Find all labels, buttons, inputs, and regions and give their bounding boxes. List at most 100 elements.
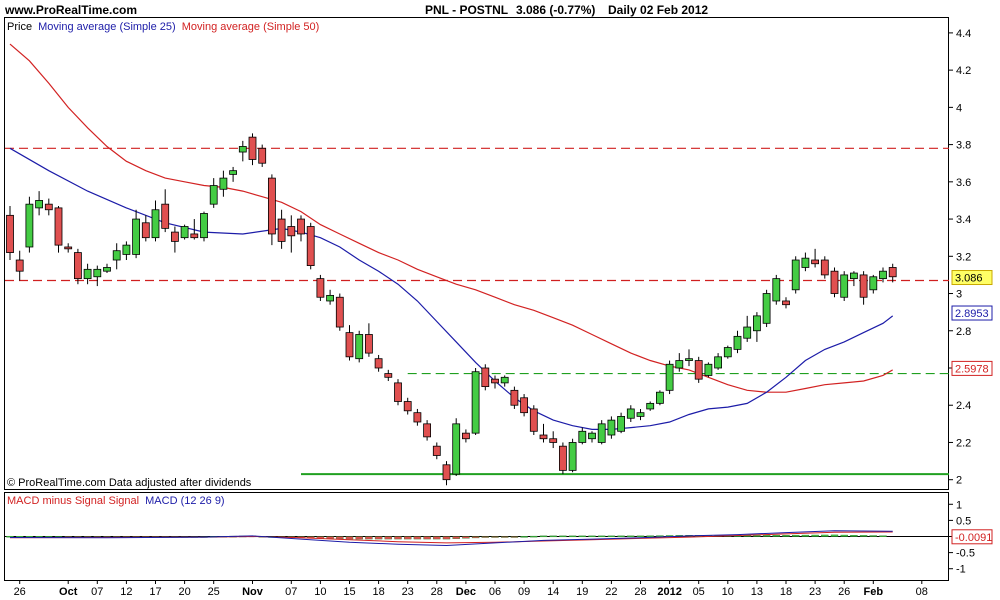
macd-histogram-bar xyxy=(471,536,480,539)
footer-note: © ProRealTime.com Data adjusted after di… xyxy=(7,477,252,489)
macd-histogram-bar xyxy=(772,535,780,537)
value-marker: 2.8953 xyxy=(951,305,993,321)
candle xyxy=(306,222,315,270)
candle-body-up xyxy=(762,293,771,324)
candle xyxy=(6,206,14,261)
candle-body-up xyxy=(238,146,247,153)
candle xyxy=(103,263,111,274)
candle xyxy=(364,323,373,357)
candle xyxy=(35,191,43,216)
candle xyxy=(481,364,490,391)
macd-legend: MACD minus Signal Signal MACD (12 26 9) xyxy=(7,495,225,507)
candle xyxy=(83,263,92,285)
value-marker: 2.5978 xyxy=(951,360,993,376)
candle-body-up xyxy=(772,278,781,302)
x-tick-label: 18 xyxy=(780,586,792,598)
macd-histogram-bar xyxy=(442,536,451,540)
candle-body-up xyxy=(685,358,693,361)
macd-histogram-bar xyxy=(879,535,887,537)
candle-body-up xyxy=(879,270,887,280)
macd-histogram-bar xyxy=(530,535,538,538)
x-tick-label: 20 xyxy=(178,586,190,598)
x-tick-label: 06 xyxy=(489,586,501,598)
macd-histogram-bar xyxy=(491,536,499,538)
candle xyxy=(141,215,150,242)
candle xyxy=(374,354,383,372)
candle-body-up xyxy=(714,356,722,369)
candle-body-up xyxy=(869,276,878,291)
candle-body-up xyxy=(626,408,635,419)
x-tick-label: 08 xyxy=(916,586,928,598)
macd-y-tick-label: 0.5 xyxy=(956,515,971,527)
price-y-tick-label: 3.2 xyxy=(956,251,971,263)
chart-period: Daily 02 Feb 2012 xyxy=(608,3,709,17)
candle-body-up xyxy=(665,363,674,391)
candle xyxy=(432,442,441,460)
candle xyxy=(267,174,276,246)
candle-body-up xyxy=(607,419,616,436)
candle-body-down xyxy=(258,147,267,164)
candle xyxy=(335,293,344,331)
macd-histogram-bar xyxy=(384,536,392,540)
candle xyxy=(549,431,558,449)
macd-histogram-bar xyxy=(452,536,460,539)
macd-histogram-bar xyxy=(840,534,848,537)
macd-histogram-bar xyxy=(753,535,761,537)
candle-body-down xyxy=(287,226,296,237)
candle xyxy=(180,224,189,240)
candle-body-up xyxy=(704,363,713,376)
x-tick-label: 07 xyxy=(91,586,103,598)
candle xyxy=(782,297,790,309)
candle xyxy=(636,408,645,421)
candle-body-down xyxy=(15,259,24,272)
candle-body-down xyxy=(141,222,150,239)
candle xyxy=(704,362,713,378)
ma50-line xyxy=(9,43,893,393)
candle xyxy=(529,405,538,436)
candle-body-up xyxy=(200,213,208,239)
candle xyxy=(723,345,732,359)
candle-body-down xyxy=(413,412,422,423)
candle xyxy=(219,170,228,197)
x-tick-label: 10 xyxy=(722,586,734,598)
candle xyxy=(888,263,897,283)
candle xyxy=(25,196,34,253)
candle xyxy=(229,166,238,182)
x-tick-label: 12 xyxy=(120,586,132,598)
candle xyxy=(491,375,499,389)
candle xyxy=(714,353,722,370)
value-marker-box xyxy=(951,360,993,376)
macd-histogram-bar xyxy=(607,535,616,538)
macd-histogram-bar xyxy=(792,534,800,537)
candle xyxy=(830,267,839,298)
value-marker-label: 2.5978 xyxy=(955,363,989,375)
macd-histogram-bar xyxy=(598,535,606,538)
candle xyxy=(238,140,247,162)
price-y-tick-label: 3.4 xyxy=(956,214,971,226)
macd-histogram-bar xyxy=(345,536,354,540)
candle-body-up xyxy=(840,274,849,298)
x-tick-label: 28 xyxy=(431,586,443,598)
candle-body-down xyxy=(267,177,276,235)
candle xyxy=(626,405,635,422)
candle xyxy=(539,423,548,443)
candle xyxy=(879,267,887,283)
macd-line xyxy=(9,530,893,547)
candle xyxy=(801,252,810,272)
candle-body-down xyxy=(306,226,315,267)
price-y-tick-label: 3 xyxy=(956,289,962,301)
macd-histogram-bar xyxy=(568,535,577,538)
candle xyxy=(500,375,509,387)
candle xyxy=(772,274,781,305)
x-tick-label: 10 xyxy=(314,586,326,598)
candle-body-up xyxy=(656,391,664,404)
candle-body-up xyxy=(229,170,238,175)
macd-histogram-bar xyxy=(646,535,654,537)
macd-y-tick-label: -0.5 xyxy=(956,548,975,560)
candle-body-down xyxy=(461,432,470,440)
candle-body-down xyxy=(374,358,383,369)
candle xyxy=(452,418,461,476)
candle-body-up xyxy=(850,272,858,280)
candle-body-down xyxy=(6,214,14,253)
price-y-tick-label: 4.4 xyxy=(956,28,971,40)
